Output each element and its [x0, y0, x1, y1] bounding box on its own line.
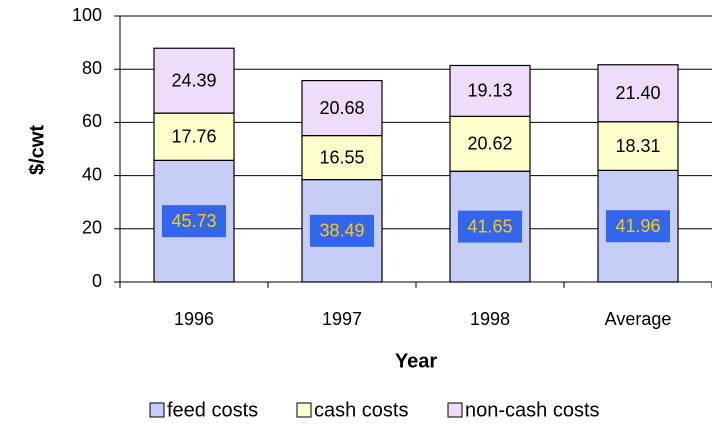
- bar-segment: [153, 47, 235, 114]
- bar-segment: [449, 64, 531, 117]
- data-label: 18.31: [615, 136, 660, 156]
- data-label-box: [458, 210, 522, 243]
- data-label: 45.73: [171, 211, 216, 231]
- bar-segment: [301, 134, 383, 181]
- data-label-box: [310, 214, 374, 247]
- y-tick-label: 100: [72, 5, 102, 25]
- data-label: 41.96: [615, 216, 660, 236]
- legend-swatch: [296, 402, 312, 418]
- data-label: 16.55: [319, 147, 364, 167]
- y-axis-title: $/cwt: [26, 125, 48, 175]
- x-tick-label: Average: [605, 309, 672, 329]
- x-tick-label: 1997: [322, 309, 362, 329]
- data-label: 20.68: [319, 98, 364, 118]
- data-label: 20.62: [467, 134, 512, 154]
- legend-label: feed costs: [167, 399, 258, 421]
- y-tick-label: 80: [82, 58, 102, 78]
- data-label: 21.40: [615, 83, 660, 103]
- legend-swatch: [149, 402, 165, 418]
- y-tick-label: 60: [82, 111, 102, 131]
- data-label: 17.76: [171, 126, 216, 146]
- bar-segment: [597, 121, 679, 171]
- data-label: 24.39: [171, 70, 216, 90]
- x-axis-title: Year: [395, 350, 437, 372]
- data-label-box: [162, 205, 226, 238]
- y-tick-label: 40: [82, 164, 102, 184]
- data-label: 19.13: [467, 81, 512, 101]
- data-label: 38.49: [319, 221, 364, 241]
- bar-segment: [301, 79, 383, 137]
- legend-label: cash costs: [314, 399, 408, 421]
- legend-label: non-cash costs: [465, 399, 600, 421]
- x-tick-label: 1996: [174, 309, 214, 329]
- y-tick-label: 20: [82, 218, 102, 238]
- data-label: 41.65: [467, 216, 512, 236]
- bar-segment: [597, 64, 679, 123]
- x-tick-label: 1998: [470, 309, 510, 329]
- y-tick-label: 0: [92, 271, 102, 291]
- data-label-box: [606, 210, 670, 243]
- bar-segment: [153, 112, 235, 161]
- legend-swatch: [447, 402, 463, 418]
